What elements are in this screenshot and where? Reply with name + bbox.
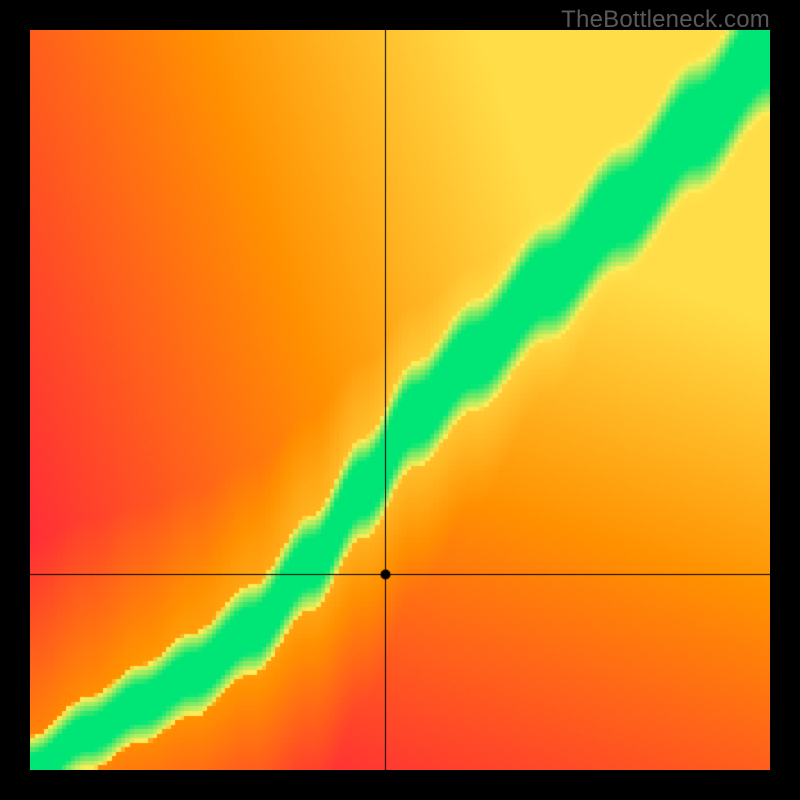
heatmap-canvas [30,30,770,770]
watermark-text: TheBottleneck.com [561,6,770,34]
plot-frame [30,30,770,770]
